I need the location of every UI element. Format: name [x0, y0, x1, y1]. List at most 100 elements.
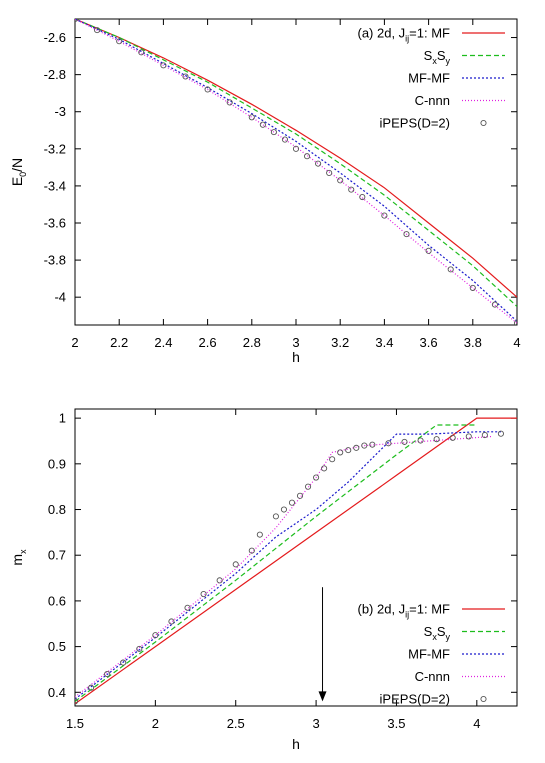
panel-a-legend-label-part: MF-MF: [408, 71, 450, 86]
panel-a-ytick-label: -3.2: [44, 141, 66, 156]
panel-a-series-line-0: [75, 19, 517, 298]
panel-a-ipeps-point: [447, 266, 454, 273]
panel-b-ipeps-point: [305, 483, 312, 490]
panel-a-legend-label-part: S: [437, 48, 446, 63]
panel-a-ipeps-point: [138, 49, 145, 56]
panel-a-ytick-label: -2.8: [44, 67, 66, 82]
panel-a-legend-label: (a) 2d, Jij=1: MF: [357, 26, 450, 44]
panel-a-legend-label-part: =1: MF: [409, 26, 450, 41]
panel-a-legend-label-part: y: [446, 56, 451, 66]
panel-a-ylabel-tail: /N: [9, 158, 25, 172]
panel-a-legend-label: SxSy: [424, 48, 451, 66]
panel-b-series-line-1: [75, 424, 477, 702]
panel-b-ipeps-point: [168, 618, 175, 625]
panel-b-ipeps-point: [120, 659, 127, 666]
panel-a-ytick-label: -4: [54, 290, 66, 305]
panel-a-ipeps-point: [226, 99, 233, 106]
panel-a-series-line-1: [75, 19, 517, 307]
panel-a-legend-label-part: S: [424, 48, 433, 63]
panel-b-arrow-head: [318, 691, 327, 702]
panel-b-xtick-label: 3.5: [387, 716, 405, 731]
panel-a-ytick-label: -3.4: [44, 178, 66, 193]
panel-b-ipeps-point: [433, 436, 440, 443]
panel-a-xtick-label: 2.8: [243, 335, 261, 350]
panel-a-ipeps-point: [259, 121, 266, 128]
panel-a-xtick-label: 3.4: [375, 335, 393, 350]
panel-b-ipeps-point: [75, 698, 79, 705]
panel-a-ytick-label: -3: [54, 104, 66, 119]
panel-a-ipeps-point: [248, 114, 255, 121]
panel-a-xtick-label: 3.2: [331, 335, 349, 350]
panel-b-legend-label-part: (b) 2d, J: [357, 602, 405, 617]
panel-a-xtick-label: 2: [71, 335, 78, 350]
panel-b-ipeps-point: [280, 506, 287, 513]
panel-b-xtick-label: 1.5: [66, 716, 84, 731]
panel-b-legend-label-part: C-nnn: [415, 669, 450, 684]
panel-b-legend-label-part: x: [432, 632, 437, 642]
panel-a-legend-label: C-nnn: [415, 93, 450, 108]
panel-b-series-line-0: [75, 417, 517, 705]
panel-b-ipeps-point: [248, 547, 255, 554]
panel-a-legend-label-part: ij: [405, 34, 409, 44]
panel-b-ylabel: mx: [9, 549, 28, 566]
panel-b-legend-sample-marker: [480, 695, 487, 703]
panel-b-ytick-label: 1: [59, 411, 66, 426]
panel-b-ipeps-point: [401, 438, 408, 445]
panel-b-ipeps-point: [497, 430, 504, 437]
panel-a-series-line-2: [75, 19, 517, 322]
panel-b-ytick-label: 0.5: [48, 639, 66, 654]
panel-b-ipeps-point: [88, 684, 95, 691]
panel-a-ipeps-point: [491, 301, 498, 308]
panel-a-ipeps-point: [160, 62, 167, 69]
panel-b-xlabel: h: [292, 736, 300, 752]
panel-b-ipeps-point: [313, 474, 320, 481]
panel-b-ipeps-point: [361, 442, 368, 449]
panel-b-legend-label: C-nnn: [415, 669, 450, 684]
panel-b-ipeps-point: [104, 670, 111, 678]
panel-a-xtick-label: 3.8: [464, 335, 482, 350]
panel-a-ipeps-point: [403, 231, 410, 238]
panel-a-ipeps-point: [326, 169, 333, 176]
panel-b-ipeps-point: [385, 440, 392, 447]
panel-a-ylabel: E0/N: [9, 158, 28, 186]
panel-b-legend-label: MF-MF: [408, 647, 450, 662]
panel-b-ipeps-point: [417, 437, 424, 444]
panel-a-ipeps-point: [182, 73, 189, 80]
panel-a-ylabel-main: E: [9, 177, 25, 186]
panel-a-xtick-label: 2.2: [110, 335, 128, 350]
panel-a-ytick-label: -2.6: [44, 30, 66, 45]
panel-a-ylabel-sub: 0: [18, 172, 28, 177]
panel-a-ipeps-point: [381, 212, 388, 219]
panel-a-ipeps-point: [425, 247, 432, 254]
panel-b-ylabel-sub: x: [18, 549, 28, 554]
panel-b-legend-label: SxSy: [424, 624, 451, 642]
panel-a-legend-label-part: x: [432, 56, 437, 66]
panel-b-ipeps-point: [288, 499, 296, 506]
panel-b-legend-label-part: ij: [405, 610, 409, 620]
panel-a-ipeps-point: [337, 177, 344, 184]
panel-b-ipeps-point: [272, 513, 279, 520]
panel-a-series-line-3: [75, 19, 517, 324]
panel-b-ipeps-point: [321, 465, 328, 472]
panel-b-ipeps-point: [136, 645, 143, 652]
panel-b-legend-label-part: y: [446, 632, 451, 642]
panel-a-ytick-label: -3.8: [44, 253, 66, 268]
panel-b-ipeps-point: [216, 577, 223, 584]
panel-b-ipeps-point: [184, 604, 191, 611]
panel-a-ipeps-point: [204, 86, 211, 93]
panel-a-xtick-label: 4: [513, 335, 520, 350]
panel-a-ipeps-point: [315, 160, 322, 167]
panel-b-frame: [74, 408, 518, 707]
panel-a-ipeps-point: [281, 136, 289, 143]
panel-b-ipeps-point: [256, 531, 263, 538]
panel-a-legend-label-part: C-nnn: [415, 93, 450, 108]
panel-b-legend-label-part: iPEPS(D=2): [380, 692, 450, 707]
panel-a-legend-label: MF-MF: [408, 71, 450, 86]
panel-b-ipeps-point: [200, 591, 207, 598]
panel-b-ipeps-point: [345, 447, 352, 454]
panel-a-ytick-label: -3.6: [44, 216, 66, 231]
panel-b-xtick-label: 4: [473, 716, 480, 731]
panel-a-ipeps-point: [270, 129, 277, 136]
